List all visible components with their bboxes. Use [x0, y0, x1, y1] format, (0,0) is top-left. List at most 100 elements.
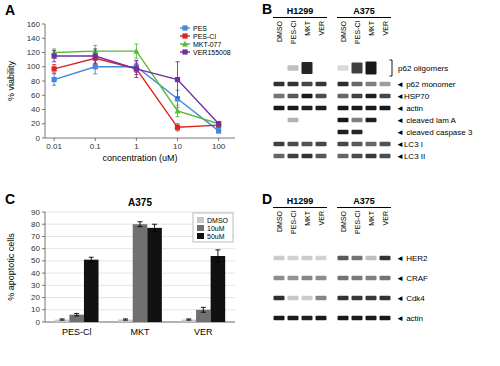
error-cap [52, 48, 56, 49]
panel-blot: DDMSOPES-ClMKTVERH1299DMSOPES-ClMKTVERA3… [262, 191, 428, 323]
bar [147, 228, 162, 322]
point [134, 66, 139, 71]
panel-c: CA3750102030405060708090% apoptotic cell… [5, 191, 235, 337]
error-line [203, 307, 204, 312]
lane-label: MKT [304, 210, 311, 226]
error-cap [201, 312, 206, 313]
error-bar [52, 74, 56, 85]
tick [42, 123, 45, 124]
point [175, 125, 180, 130]
band [380, 94, 391, 99]
tick-label: 100 [212, 142, 226, 151]
lane-label: VER [382, 21, 389, 35]
bar [69, 315, 84, 322]
legend-marker [182, 49, 187, 54]
error-cap [138, 226, 143, 227]
band [302, 106, 313, 111]
band [338, 106, 349, 111]
grid-line [45, 212, 235, 213]
tick [42, 52, 45, 53]
band [338, 276, 349, 281]
band [274, 82, 285, 87]
point [134, 66, 139, 71]
lane-label: DMSO [340, 210, 347, 232]
error-cap [93, 73, 97, 74]
error-cap [152, 224, 157, 225]
band [316, 316, 327, 321]
band [366, 276, 377, 281]
band [274, 154, 285, 159]
lane-label: VER [382, 211, 389, 225]
row-label: ◄ cleaved caspase 3 [396, 128, 473, 137]
band [274, 296, 285, 301]
tick [95, 138, 96, 141]
tick-label: 40 [31, 269, 40, 278]
row-label: p62 oligomers [398, 64, 448, 73]
band [338, 256, 349, 261]
band [352, 142, 363, 147]
error-bar [138, 222, 143, 227]
tick-label: 40 [31, 105, 40, 114]
bar [55, 320, 70, 322]
error-cap [138, 221, 143, 222]
band [380, 256, 391, 261]
tick [42, 297, 45, 298]
error-bar [217, 122, 221, 126]
band [338, 118, 349, 123]
lane-label: PES-Cl [354, 21, 361, 44]
band [302, 256, 313, 261]
error-cap [134, 60, 138, 61]
error-cap [186, 318, 191, 319]
row-label: ◄ CRAF [396, 274, 428, 283]
band [380, 154, 391, 159]
band [302, 154, 313, 159]
point [52, 53, 57, 58]
tick-label: 10 [31, 305, 40, 314]
tick [54, 138, 55, 141]
point [175, 108, 181, 114]
tick-label: 80 [31, 220, 40, 229]
error-cap [52, 73, 56, 74]
panel-letter: C [5, 191, 15, 207]
band [288, 256, 299, 261]
lane-label: PES-Cl [354, 211, 361, 234]
x-label: concentration (uM) [102, 153, 177, 163]
band [366, 296, 377, 301]
error-cap [176, 116, 180, 117]
tick-label: 90 [31, 208, 40, 217]
lane-label: VER [318, 21, 325, 35]
error-bar [52, 50, 56, 61]
row-label: ◄ HER2 [396, 254, 428, 263]
band [274, 256, 285, 261]
band [366, 256, 377, 261]
tick-label: 80 [31, 77, 40, 86]
band [352, 106, 363, 111]
tick [218, 138, 219, 141]
point [175, 77, 180, 82]
tick [42, 81, 45, 82]
legend-frame [193, 213, 233, 242]
bar [118, 320, 133, 322]
error-cap [176, 130, 180, 131]
error-cap [134, 58, 138, 59]
line [54, 51, 219, 124]
band [352, 276, 363, 281]
error-bar [186, 319, 191, 320]
bar [133, 224, 148, 322]
band [338, 296, 349, 301]
title: A [5, 2, 15, 18]
legend-swatch [197, 217, 204, 223]
legend-swatch [197, 233, 204, 239]
band [366, 82, 377, 87]
tick [42, 322, 45, 323]
band [338, 142, 349, 147]
error-cap [176, 105, 180, 106]
error-cap [134, 77, 138, 78]
tick [42, 24, 45, 25]
band [288, 316, 299, 321]
error-cap [60, 320, 65, 321]
band [288, 94, 299, 99]
group-label: A375 [353, 196, 375, 206]
tick-label: 120 [27, 48, 41, 57]
title: A375 [128, 197, 152, 208]
